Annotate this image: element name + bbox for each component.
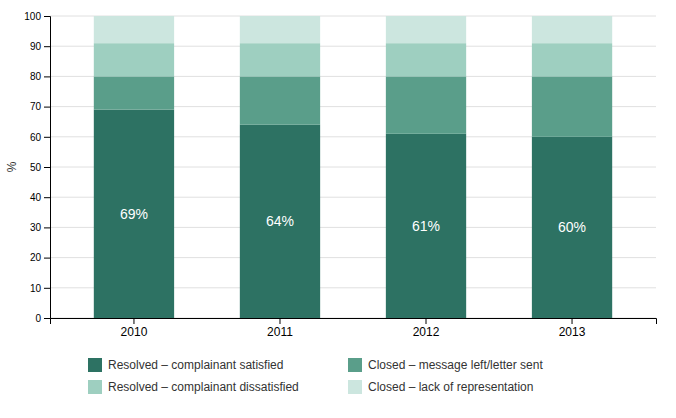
y-tick-mark	[44, 318, 50, 319]
legend-item: Resolved – complainant dissatisfied	[88, 380, 299, 394]
data-label: 64%	[266, 213, 294, 229]
y-tick-mark	[44, 107, 50, 108]
bar	[240, 76, 320, 124]
bar	[240, 125, 320, 318]
y-tick: 90	[30, 41, 50, 52]
y-tick: 100	[24, 11, 50, 22]
legend-swatch	[88, 380, 102, 394]
x-tick-mark	[279, 318, 280, 324]
x-tick-label: 2012	[413, 325, 440, 339]
bar	[386, 43, 466, 76]
x-tick-label: 2013	[559, 325, 586, 339]
x-tick-label: 2010	[121, 325, 148, 339]
y-tick-label: 60	[30, 132, 42, 143]
y-tick: 80	[30, 71, 50, 82]
y-tick-mark	[44, 288, 50, 289]
legend-item: Resolved – complainant satisfied	[88, 358, 283, 372]
legend-label: Closed – message left/letter sent	[368, 358, 543, 372]
y-tick-mark	[44, 137, 50, 138]
x-tick-label: 2011	[267, 325, 293, 339]
x-axis-line	[51, 319, 657, 325]
legend-label: Resolved – complainant satisfied	[108, 358, 283, 372]
y-tick: 30	[30, 222, 50, 233]
bar	[240, 16, 320, 43]
y-tick: 20	[30, 252, 50, 263]
series	[94, 76, 612, 136]
data-label: 69%	[120, 206, 148, 222]
data-label: 61%	[412, 218, 440, 234]
data-label: 60%	[558, 219, 586, 235]
y-tick: 0	[35, 313, 50, 324]
chart: 69%64%61%60%0102030405060708090100201020…	[0, 0, 676, 418]
y-tick-mark	[44, 76, 50, 77]
series	[94, 16, 612, 43]
legend-swatch	[88, 358, 102, 372]
series	[94, 110, 612, 318]
y-tick: 40	[30, 192, 50, 203]
y-tick-mark	[44, 167, 50, 168]
y-tick-label: 0	[35, 313, 41, 324]
y-tick-mark	[44, 258, 50, 259]
y-axis-title: %	[5, 161, 19, 172]
y-tick-label: 80	[30, 71, 42, 82]
y-tick: 50	[30, 162, 50, 173]
bar	[532, 16, 612, 43]
legend-label: Closed – lack of representation	[368, 380, 533, 394]
y-tick-label: 50	[30, 162, 42, 173]
bar	[386, 134, 466, 318]
series	[94, 43, 612, 76]
y-tick-label: 20	[30, 252, 42, 263]
x-tick-mark	[572, 318, 573, 324]
data-labels: 69% 64% 61% 60%	[120, 206, 586, 236]
x-tick: 2010	[121, 318, 148, 339]
y-tick: 70	[30, 101, 50, 112]
bar	[240, 43, 320, 76]
y-tick-mark	[44, 46, 50, 47]
legend-swatch	[348, 358, 362, 372]
bar	[94, 110, 174, 318]
legend: Resolved – complainant satisfied Closed –…	[88, 358, 543, 394]
legend-item: Closed – message left/letter sent	[348, 358, 543, 372]
y-tick-mark	[44, 197, 50, 198]
y-tick-label: 90	[30, 41, 42, 52]
bar	[386, 16, 466, 43]
bar	[532, 76, 612, 136]
y-tick-label: 30	[30, 222, 42, 233]
x-tick-mark	[426, 318, 427, 324]
y-tick: 10	[30, 283, 50, 294]
y-tick-label: 40	[30, 192, 42, 203]
legend-label: Resolved – complainant dissatisfied	[108, 380, 299, 394]
y-tick-label: 10	[30, 283, 42, 294]
x-tick: 2011	[267, 318, 293, 339]
legend-swatch	[348, 380, 362, 394]
bar	[94, 76, 174, 109]
y-axis-line	[44, 17, 51, 319]
y-tick-mark	[44, 227, 50, 228]
y-axis: 0 10 20 30 40 50 60 70 80 90 100	[24, 11, 50, 324]
legend-item: Closed – lack of representation	[348, 380, 533, 394]
bar	[532, 137, 612, 318]
bar	[386, 76, 466, 133]
bars	[94, 16, 612, 318]
bar	[94, 16, 174, 43]
x-tick: 2012	[413, 318, 440, 339]
x-tick: 2013	[559, 318, 586, 339]
y-tick-mark	[44, 16, 50, 17]
y-tick-label: 70	[30, 101, 42, 112]
x-tick-mark	[133, 318, 134, 324]
plot: 69%64%61%60%0102030405060708090100201020…	[24, 11, 656, 339]
y-tick: 60	[30, 132, 50, 143]
bar	[532, 43, 612, 76]
grid	[50, 16, 656, 318]
bar	[94, 43, 174, 76]
y-tick-label: 100	[24, 11, 41, 22]
x-axis: 2010 2011 2012 2013	[51, 318, 657, 339]
